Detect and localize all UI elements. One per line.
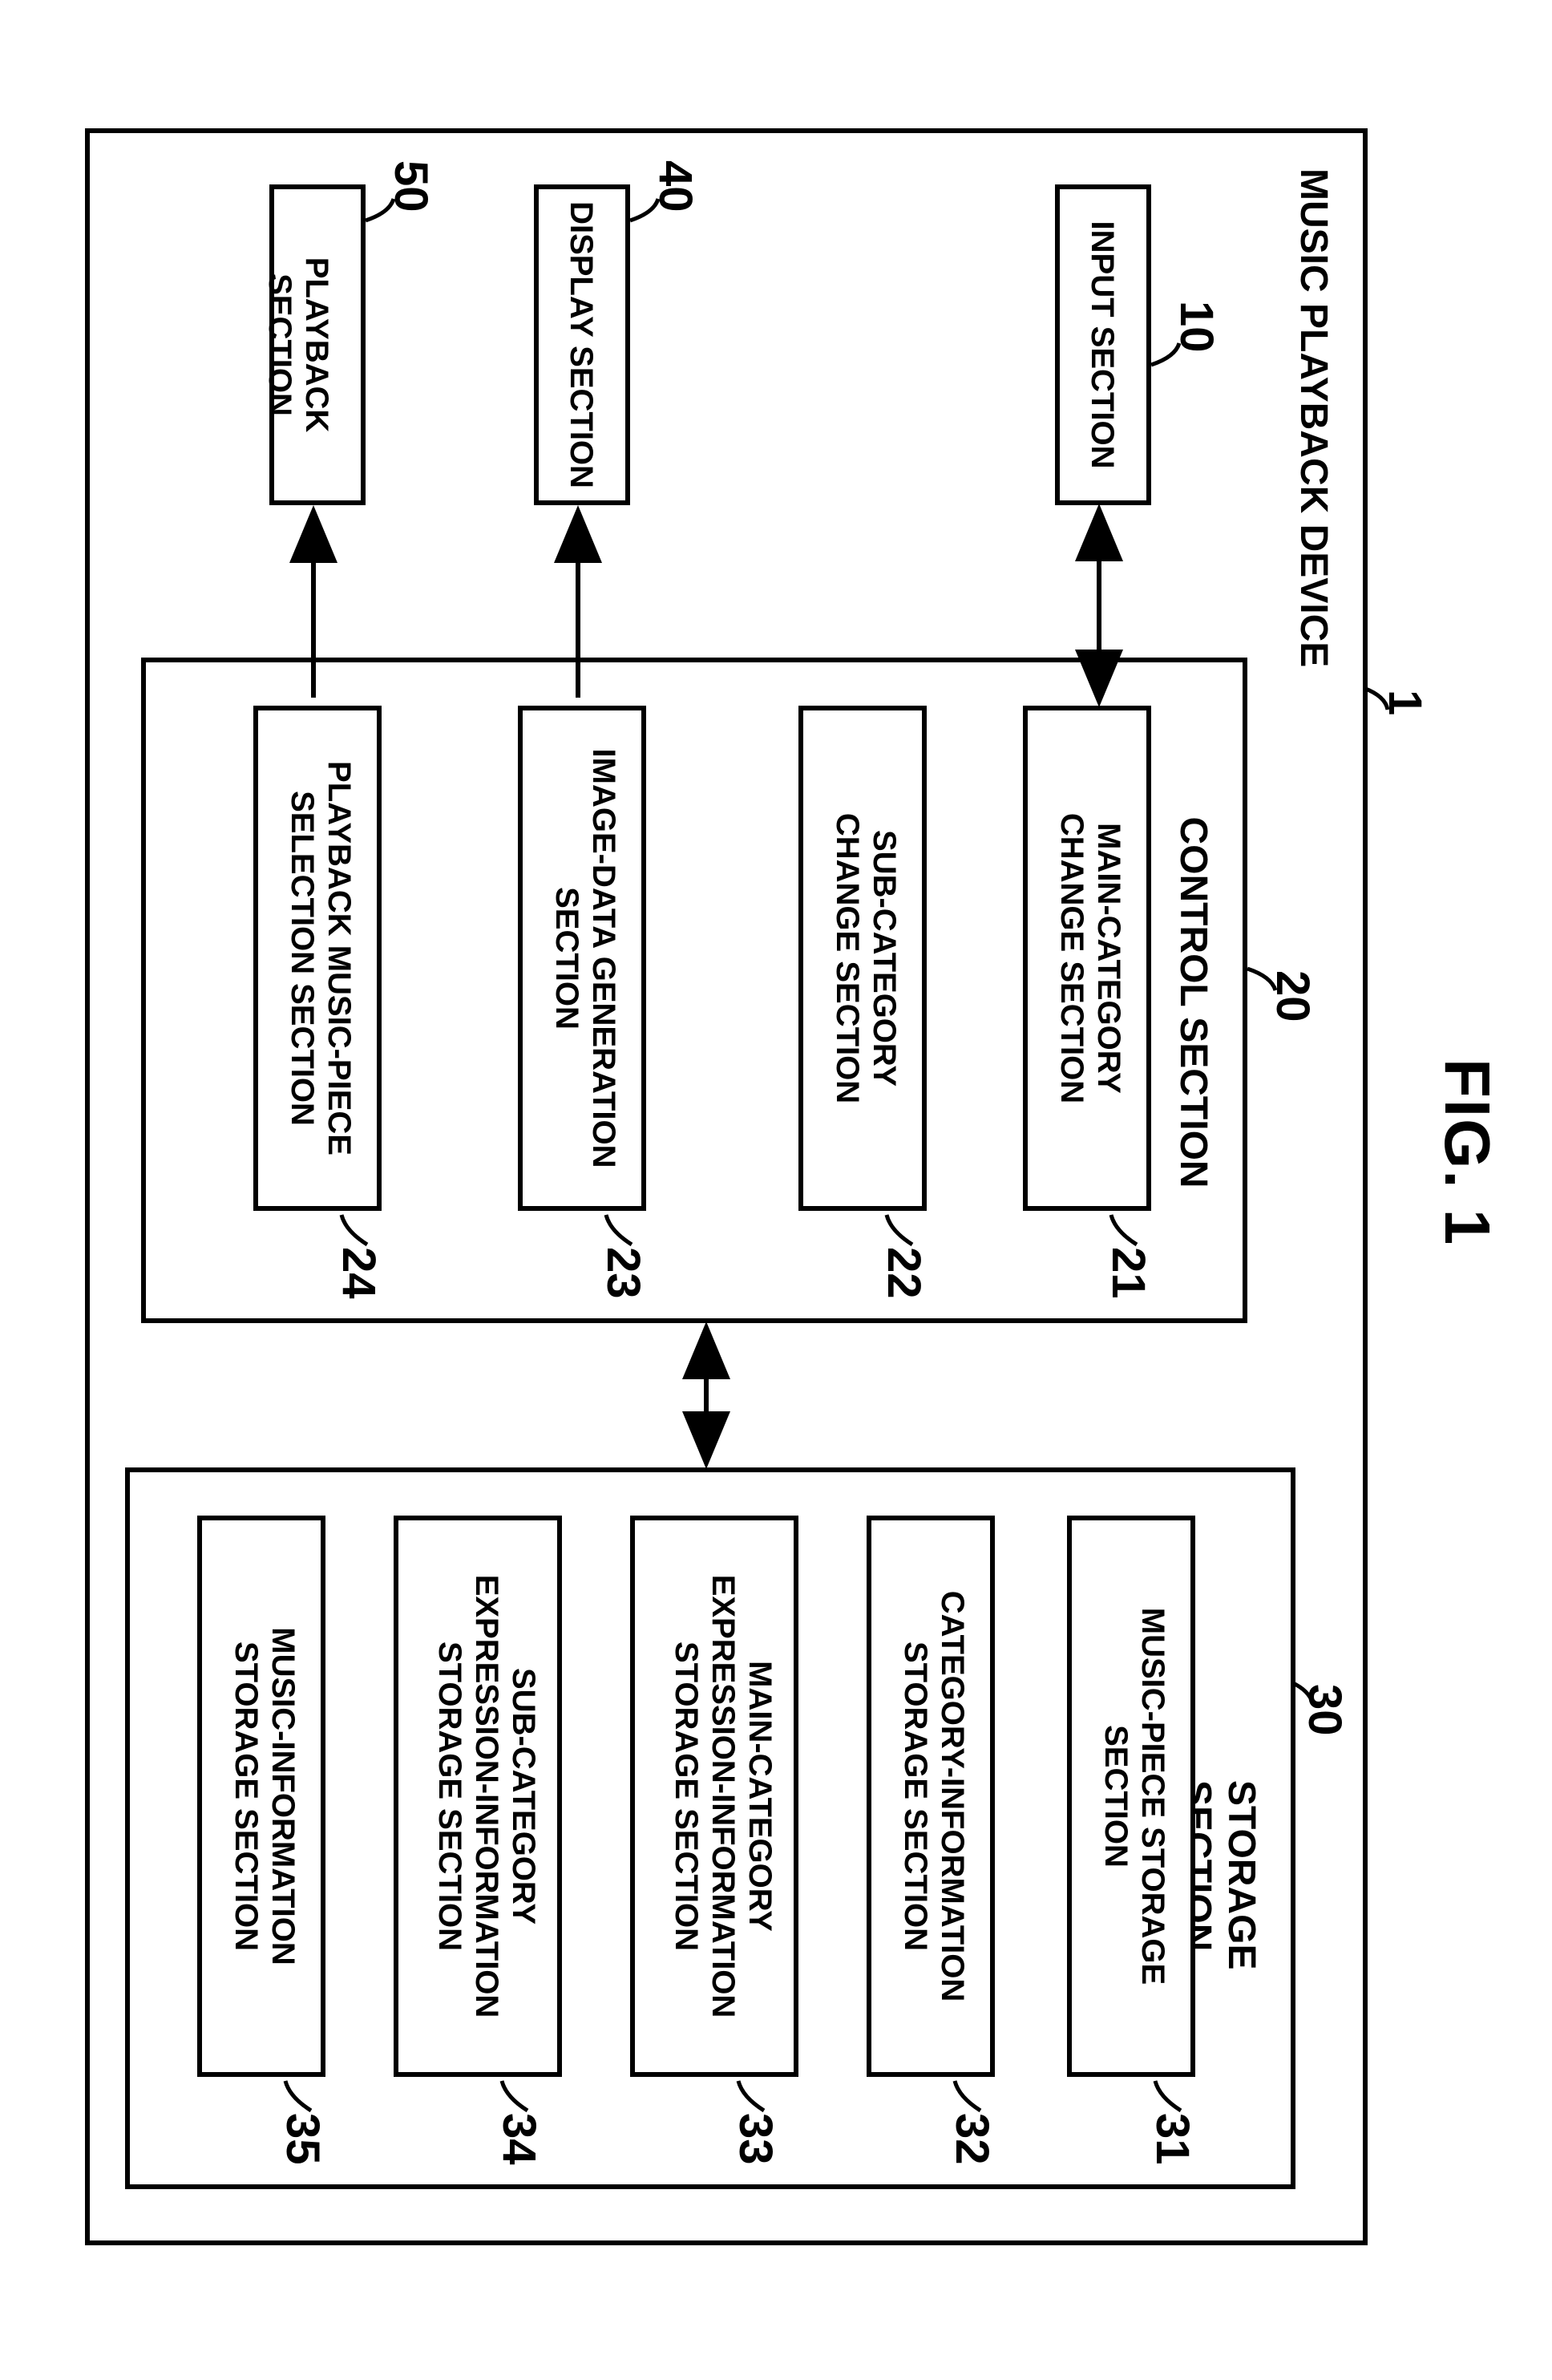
block-33-ref-lead (734, 2077, 770, 2117)
block-35-label: MUSIC-INFORMATION STORAGE SECTION (228, 1516, 301, 2077)
arrow-23-to-display (558, 505, 598, 706)
arrow-24-to-playback (293, 505, 333, 706)
device-ref-lead (1360, 682, 1392, 730)
arrow-control-storage (686, 1323, 726, 1467)
input-section-label: INPUT SECTION (1084, 184, 1121, 505)
display-section-ref-lead (626, 192, 662, 233)
device-label: MUSIC PLAYBACK DEVICE (1291, 168, 1336, 667)
block-34-ref: 34 (492, 2113, 546, 2165)
block-21-ref-lead (1107, 1211, 1143, 1251)
playback-section-ref-lead (362, 192, 398, 233)
block-23-ref-lead (602, 1211, 638, 1251)
block-24-label: PLAYBACK MUSIC-PIECE SELECTION SECTION (284, 706, 358, 1211)
block-21-label: MAIN-CATEGORY CHANGE SECTION (1053, 706, 1127, 1211)
block-22-label: SUB-CATEGORY CHANGE SECTION (829, 706, 903, 1211)
block-24-ref-lead (337, 1211, 374, 1251)
arrow-input-to-21 (1079, 505, 1119, 706)
figure-title: FIG. 1 (1430, 1058, 1504, 1246)
block-32-ref-lead (951, 2077, 987, 2117)
block-33-label: MAIN-CATEGORY EXPRESSION-INFORMATION STO… (668, 1516, 778, 2077)
block-22-ref: 22 (877, 1247, 931, 1299)
block-31-label: MUSIC-PIECE STORAGE SECTION (1097, 1516, 1171, 2077)
block-32-ref: 32 (945, 2113, 999, 2165)
input-section-ref-lead (1147, 337, 1183, 377)
block-34-ref-lead (498, 2077, 534, 2117)
playback-section-label: PLAYBACK SECTION (261, 184, 335, 505)
block-31-ref: 31 (1146, 2113, 1199, 2165)
block-34-label: SUB-CATEGORY EXPRESSION-INFORMATION STOR… (431, 1516, 542, 2077)
block-35-ref: 35 (276, 2113, 329, 2165)
block-32-label: CATEGORY-INFORMATION STORAGE SECTION (897, 1516, 971, 2077)
diagram-canvas: FIG. 1 1 MUSIC PLAYBACK DEVICE INPUT SEC… (0, 0, 1552, 2380)
control-section-label: CONTROL SECTION (1171, 802, 1215, 1203)
block-23-label: IMAGE-DATA GENERATION SECTION (548, 706, 622, 1211)
block-31-ref-lead (1151, 2077, 1187, 2117)
display-section-label: DISPLAY SECTION (563, 184, 600, 505)
block-22-ref-lead (883, 1211, 919, 1251)
storage-section-ref-lead (1287, 1676, 1316, 1716)
block-24-ref: 24 (332, 1247, 386, 1299)
block-23-ref: 23 (596, 1247, 650, 1299)
block-35-ref-lead (281, 2077, 317, 2117)
block-21-ref: 21 (1101, 1247, 1155, 1299)
block-33-ref: 33 (729, 2113, 782, 2165)
control-section-ref-lead (1243, 962, 1279, 1002)
